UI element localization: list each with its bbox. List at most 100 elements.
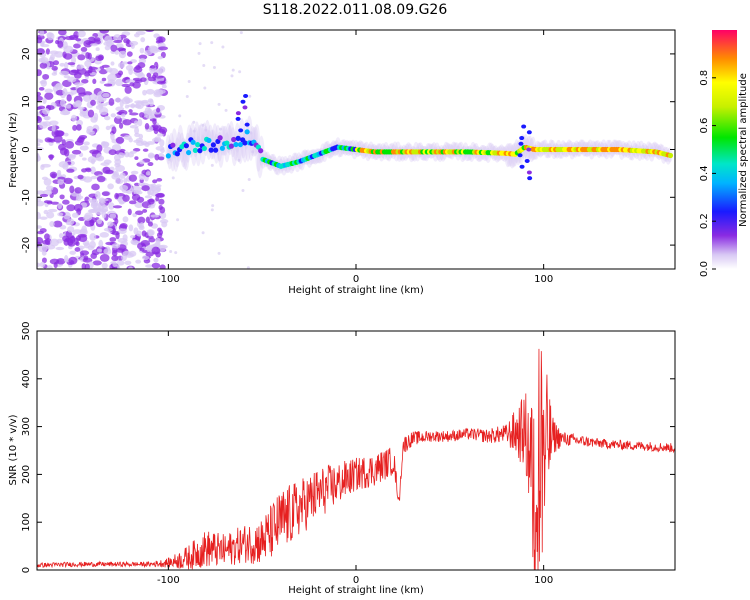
heatmap-cell [145, 264, 154, 268]
heatmap-cell [44, 238, 52, 246]
heatmap-cell [66, 218, 75, 226]
heatmap-cell [49, 171, 58, 178]
heatmap-cell [69, 250, 76, 255]
heatmap-cell [64, 35, 75, 41]
heatmap-cell [136, 196, 145, 203]
heatmap-cell [113, 34, 122, 42]
heatmap-cell [102, 92, 110, 98]
heatmap-cell [247, 130, 254, 161]
heatmap-cell [89, 240, 96, 249]
colorbar-gradient [712, 30, 737, 269]
heatmap-cell [228, 143, 235, 149]
heatmap-cell [82, 257, 93, 263]
heatmap-cell [60, 99, 66, 107]
heatmap-cell [122, 234, 128, 242]
heatmap-cell [37, 190, 45, 195]
snr-ytick-label: 100 [21, 513, 32, 532]
heatmap-cell [134, 132, 140, 138]
heatmap-cell [37, 37, 43, 44]
heatmap-cell [135, 210, 144, 216]
heatmap-cell [156, 177, 163, 182]
heatmap-cell [74, 187, 82, 194]
heatmap-cell [139, 222, 144, 229]
heatmap-cell [94, 96, 100, 101]
heatmap-cell [88, 65, 93, 74]
heatmap-cell [111, 249, 118, 257]
heatmap-cell [139, 47, 145, 54]
heatmap-cell [62, 88, 68, 96]
heatmap-cell [133, 33, 140, 38]
heatmap-cell [105, 67, 113, 73]
heatmap-cell [206, 137, 212, 144]
heatmap-cell [39, 261, 46, 268]
heatmap-cell [134, 126, 140, 135]
heatmap-cell [145, 30, 155, 33]
heatmap-cell [230, 74, 234, 78]
heatmap-cell [111, 173, 121, 180]
spectrogram-ytick-label: 20 [21, 48, 32, 61]
heatmap-cell [83, 176, 93, 183]
heatmap-cell [121, 83, 131, 88]
heatmap-cell [140, 77, 147, 82]
heatmap-cell [121, 113, 126, 118]
heatmap-cell [519, 136, 525, 141]
heatmap-cell [183, 143, 189, 149]
heatmap-cell [155, 240, 161, 248]
heatmap-cell [111, 243, 121, 249]
heatmap-cell [46, 211, 55, 219]
heatmap-cell [80, 46, 88, 52]
heatmap-cell [90, 166, 96, 175]
heatmap-cell [129, 112, 139, 116]
heatmap-cell [87, 156, 97, 163]
snr-ticks: -100 0 100 0 100 200 300 400 500 [21, 321, 675, 586]
heatmap-cell [219, 145, 225, 151]
heatmap-cell [152, 72, 159, 77]
heatmap-cell [69, 185, 75, 194]
heatmap-cell [53, 60, 60, 66]
heatmap-cell [96, 144, 103, 153]
heatmap-cell [122, 216, 129, 223]
heatmap-cell [46, 32, 55, 41]
heatmap-cell [76, 65, 84, 70]
heatmap-cell [84, 72, 90, 77]
heatmap-cell [75, 241, 80, 247]
heatmap-cell [104, 45, 111, 51]
heatmap-cell [129, 125, 139, 129]
heatmap-cell [114, 218, 119, 225]
heatmap-cell [155, 146, 165, 151]
heatmap-cell [142, 89, 147, 96]
heatmap-cell [145, 216, 150, 224]
heatmap-cell [51, 72, 58, 76]
heatmap-cell [201, 145, 207, 152]
heatmap-cell [39, 62, 48, 69]
heatmap-cell [98, 208, 109, 213]
heatmap-cell [85, 168, 92, 173]
heatmap-cell [95, 55, 104, 62]
heatmap-cell [210, 208, 214, 212]
heatmap-cell [56, 169, 62, 176]
heatmap-cell [99, 232, 109, 238]
heatmap-cell [39, 30, 45, 37]
heatmap-cell [187, 80, 191, 84]
heatmap-cell [93, 37, 101, 42]
heatmap-cell [43, 200, 53, 204]
heatmap-cell [107, 183, 114, 190]
heatmap-cell [128, 137, 133, 143]
heatmap-cell [71, 56, 77, 65]
heatmap-cell [55, 246, 65, 251]
heatmap-cell [527, 176, 533, 181]
heatmap-cell [115, 136, 125, 144]
heatmap-cell [60, 110, 71, 116]
heatmap-cell [77, 136, 86, 141]
heatmap-cell [63, 53, 73, 60]
heatmap-cell [142, 148, 149, 152]
heatmap-cell [231, 136, 237, 143]
heatmap-cell [108, 98, 115, 106]
snr-panel: -100 0 100 0 100 200 300 400 500 Height of strai… [8, 321, 676, 596]
heatmap-cell [39, 193, 49, 198]
heatmap-cell [101, 191, 110, 197]
heatmap-cell [118, 122, 124, 129]
spectrogram-ytick-label: -10 [21, 189, 32, 205]
heatmap-cell [165, 153, 171, 159]
heatmap-cell [57, 40, 64, 48]
